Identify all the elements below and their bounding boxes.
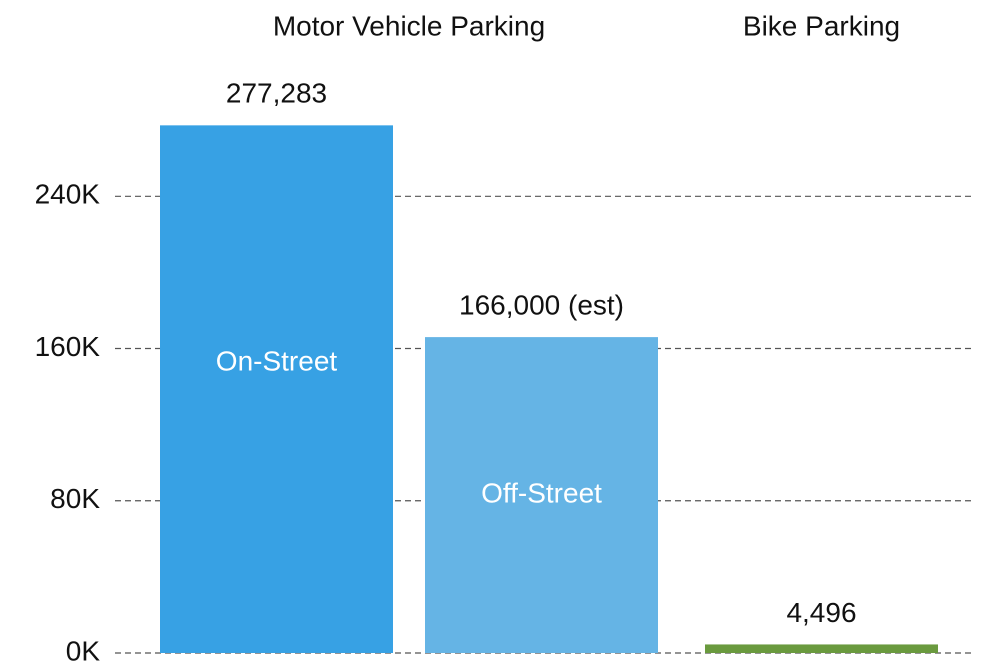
bar-label: Off-Street [481, 477, 602, 508]
y-tick-label: 240K [35, 179, 101, 210]
group-label: Motor Vehicle Parking [273, 10, 545, 41]
y-tick-label: 0K [66, 635, 101, 666]
bar [425, 337, 658, 653]
value-label: 4,496 [786, 597, 856, 628]
bar [705, 644, 938, 653]
bar-label: On-Street [216, 346, 338, 377]
bar [160, 125, 393, 654]
value-label: 277,283 [226, 78, 327, 109]
y-tick-label: 160K [35, 331, 101, 362]
value-label: 166,000 (est) [459, 290, 624, 321]
group-label: Bike Parking [743, 10, 900, 41]
y-tick-label: 80K [50, 483, 100, 514]
